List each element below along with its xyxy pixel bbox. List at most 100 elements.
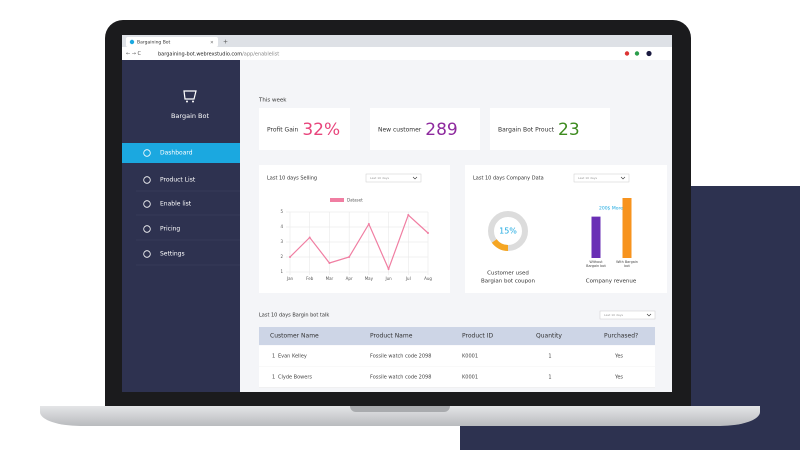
x-tick-label: May: [365, 276, 374, 281]
panel: [465, 165, 667, 293]
active-item: [122, 143, 240, 163]
data-point: [348, 256, 351, 258]
table-cell: Fossile watch code 2098: [370, 375, 431, 381]
table-title: Last 10 days Bargin bot talk: [259, 313, 329, 319]
filter-dropdown[interactable]: [365, 173, 422, 183]
tab-title: Bargaining Bot: [137, 40, 171, 46]
table-cell: 1: [272, 354, 275, 360]
address-bar: [122, 47, 672, 60]
data-point: [387, 268, 390, 270]
laptop-notch: [350, 406, 450, 412]
y-tick-label: 4: [280, 224, 283, 229]
x-tick-label: Feb: [306, 276, 314, 281]
table-cell: Evan Kelley: [278, 354, 307, 360]
stat-value: 23: [558, 120, 580, 140]
donut-label: 15%: [499, 227, 517, 236]
dropdown-caret: [646, 313, 652, 317]
column-header: Customer Name: [270, 333, 319, 340]
stat-card: [370, 108, 480, 150]
panel: [259, 165, 450, 293]
stat-label: New customer: [378, 127, 422, 134]
y-tick-label: 5: [280, 209, 283, 214]
filter-dropdown[interactable]: [573, 173, 630, 183]
x-tick-label: Jan: [286, 276, 294, 281]
nav-item[interactable]: Settings: [160, 251, 185, 258]
y-tick-label: 1: [280, 269, 283, 274]
laptop-base: [40, 406, 760, 426]
table-cell: Fossile watch code 2098: [370, 354, 431, 360]
filter-text: Last 10 days: [578, 176, 597, 180]
nav-item[interactable]: Enable list: [160, 201, 192, 208]
table-row: [259, 345, 655, 367]
stat-label: Profit Gain: [267, 127, 299, 134]
section-heading: This week: [258, 98, 287, 104]
url-host[interactable]: bargaining-bot.webrexstudio.com/app/enab…: [158, 51, 279, 57]
new-tab[interactable]: +: [223, 39, 228, 46]
filter-dropdown[interactable]: [599, 310, 656, 320]
brand: Bargain Bot: [171, 112, 210, 120]
column-header: Purchased?: [604, 333, 638, 340]
x-tick-label: Jun: [384, 276, 392, 281]
logo-cart: [183, 90, 197, 100]
bar-annotation: 200$ More: [599, 206, 623, 212]
panel-title: Last 10 days Company Data: [473, 176, 544, 182]
table-cell: K0001: [462, 375, 478, 381]
table-cell: 1: [548, 375, 551, 381]
stat-value: 289: [425, 120, 457, 140]
nav-icon: [143, 225, 151, 233]
screen: Bargaining Bot × + ← → C bargaining-bot.…: [122, 35, 672, 392]
bar-caption: Company revenue: [586, 279, 637, 285]
sidebar: [122, 60, 240, 392]
data-point: [367, 223, 370, 225]
extension-icon[interactable]: [624, 51, 630, 56]
donut-arc: [491, 239, 509, 251]
column-header: Product Name: [370, 333, 413, 340]
nav-buttons[interactable]: ← → C: [126, 51, 142, 57]
data-point: [427, 232, 429, 234]
y-tick-label: 2: [280, 254, 283, 259]
table-cell: Yes: [614, 375, 623, 381]
table-cell: K0001: [462, 354, 478, 360]
dropdown-caret: [620, 176, 626, 180]
nav-item[interactable]: Product List: [160, 177, 196, 184]
nav-item[interactable]: Dashboard: [160, 150, 193, 157]
table-cell: 1: [272, 375, 275, 381]
extension-icon[interactable]: [634, 51, 640, 56]
table-cell: Yes: [614, 354, 623, 360]
tab-close[interactable]: ×: [210, 40, 214, 46]
table-cell: Clyde Bowers: [278, 375, 312, 381]
favicon: [129, 39, 135, 45]
nav-icon: [143, 176, 151, 184]
data-point: [289, 256, 291, 258]
donut-caption: Customer used: [487, 271, 529, 277]
url-path: /app/enablelist: [242, 51, 279, 57]
x-tick-label: Apr: [346, 276, 353, 281]
bar: [591, 216, 601, 258]
bar-category: With Bargain bot: [616, 260, 638, 268]
dashboard: Bargaining Bot × + ← → C bargaining-bot.…: [122, 35, 672, 392]
dropdown-caret: [412, 176, 418, 180]
url-host-text: bargaining-bot.webrexstudio.com: [158, 51, 242, 57]
x-tick-label: Jul: [405, 276, 411, 281]
stat-card: [490, 108, 610, 150]
legend-swatch: [330, 198, 344, 202]
legend-label: Dataset: [347, 198, 363, 203]
tab-bar: [122, 35, 672, 47]
bar-category: Without Bargain bot: [586, 260, 606, 268]
table-header: [259, 327, 655, 345]
nav-icon: [143, 200, 151, 208]
stat-value: 32%: [302, 120, 340, 140]
data-point: [308, 236, 311, 239]
nav-icon: [143, 149, 151, 157]
nav-icon: [143, 250, 151, 258]
tab[interactable]: [126, 37, 218, 47]
nav-item[interactable]: Pricing: [160, 226, 180, 233]
filter-text: Last 10 days: [604, 313, 623, 317]
x-tick-label: Mar: [326, 276, 334, 281]
profile-icon[interactable]: [646, 50, 652, 57]
column-header: Quantity: [536, 333, 562, 340]
data-point: [407, 214, 410, 216]
filter-text: Last 10 days: [370, 176, 389, 180]
y-tick-label: 3: [280, 239, 283, 244]
